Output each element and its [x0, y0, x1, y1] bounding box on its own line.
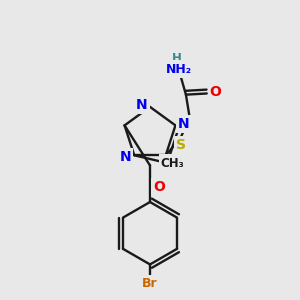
Text: O: O	[153, 180, 165, 194]
Text: H: H	[172, 52, 182, 65]
Text: NH₂: NH₂	[166, 63, 192, 76]
Text: Br: Br	[142, 277, 158, 290]
Text: N: N	[119, 150, 131, 164]
Text: O: O	[210, 85, 222, 99]
Text: N: N	[178, 117, 190, 130]
Text: CH₃: CH₃	[161, 157, 184, 169]
Text: S: S	[176, 138, 186, 152]
Text: N: N	[136, 98, 148, 112]
